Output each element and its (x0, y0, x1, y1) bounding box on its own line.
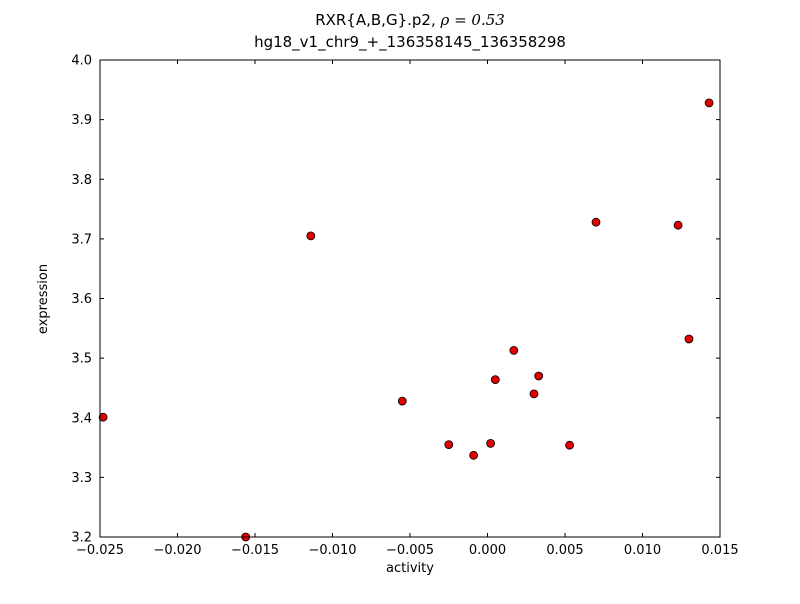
chart-title-line2: hg18_v1_chr9_+_136358145_136358298 (254, 33, 566, 52)
x-tick-label: 0.015 (701, 543, 738, 558)
data-point (704, 98, 714, 108)
data-point (469, 450, 479, 460)
data-point (444, 440, 454, 450)
y-tick-label: 3.4 (71, 411, 92, 426)
x-tick-label: −0.025 (76, 543, 124, 558)
x-tick-label: −0.005 (386, 543, 434, 558)
data-point (565, 440, 574, 450)
data-point (509, 345, 519, 355)
x-tick-label: 0.010 (624, 543, 661, 558)
y-tick-label: 3.5 (71, 352, 92, 367)
y-tick-label: 3.9 (71, 113, 92, 128)
x-tick-label: 0.005 (546, 543, 583, 558)
data-points (98, 98, 714, 542)
x-tick-label: 0.000 (469, 543, 506, 558)
x-tick-label: −0.020 (153, 543, 201, 558)
data-point (486, 438, 496, 448)
data-point (306, 231, 316, 241)
plot-frame (99, 59, 721, 538)
x-axis-label: activity (386, 561, 434, 576)
data-point (397, 396, 407, 406)
chart-title-rho: ρ = 0.53 (439, 11, 504, 29)
y-tick-label: 3.7 (71, 232, 92, 247)
y-tick-label: 3.2 (71, 531, 92, 546)
axis-ticks: −0.025 −0.020 −0.015 −0.010 −0.005 0.000 0.005… (71, 54, 738, 559)
y-axis-label: expression (36, 264, 51, 334)
y-tick-label: 4.0 (71, 54, 92, 69)
data-point (529, 389, 539, 399)
y-tick-label: 3.6 (71, 292, 92, 307)
data-point (673, 220, 683, 230)
data-point (534, 371, 544, 381)
data-point (490, 375, 500, 385)
data-point (684, 334, 694, 344)
y-tick-label: 3.8 (71, 173, 92, 188)
data-point (98, 412, 108, 422)
x-tick-label: −0.010 (308, 543, 356, 558)
chart-title-main: RXR{A,B,G}.p2, (315, 11, 440, 29)
x-tick-label: −0.015 (231, 543, 279, 558)
y-tick-label: 3.3 (71, 471, 92, 486)
chart-title-line1: RXR{A,B,G}.p2, ρ = 0.53 (315, 11, 505, 29)
data-point (591, 217, 601, 227)
